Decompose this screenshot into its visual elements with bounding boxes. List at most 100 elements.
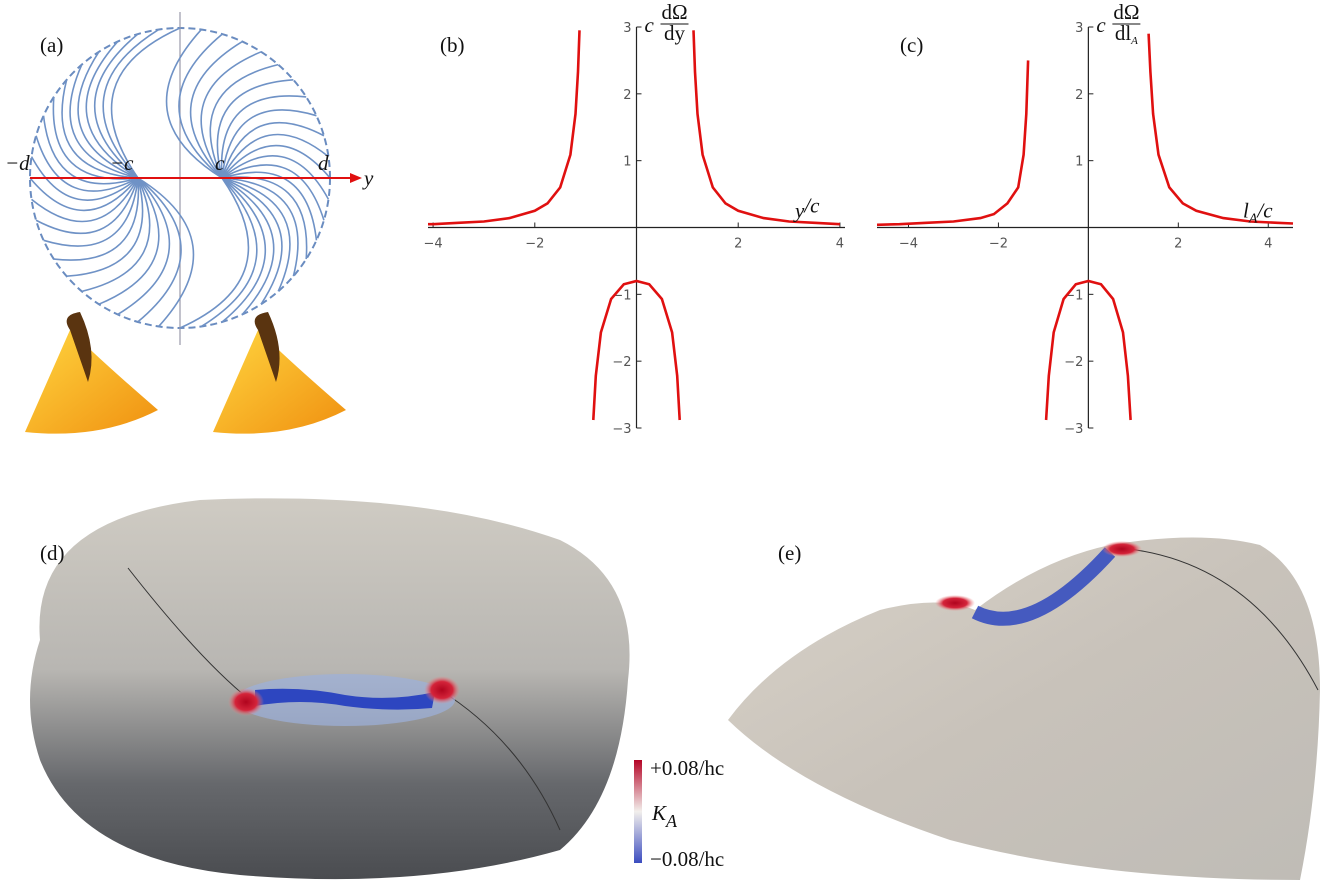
y-tick-label: −3 <box>1064 422 1083 437</box>
field-line <box>221 133 329 179</box>
label: −d <box>5 151 30 175</box>
surface-d <box>30 498 630 880</box>
curve <box>876 33 1294 421</box>
text: y <box>793 199 805 223</box>
surface-e <box>728 537 1320 880</box>
x-tick-label: −4 <box>899 237 918 252</box>
field-line <box>178 33 223 179</box>
field-line <box>61 79 139 179</box>
field-line <box>221 164 325 221</box>
text: dl <box>1115 21 1132 45</box>
colorbar-label: −0.08/hc <box>650 847 724 871</box>
y-tick-label: −3 <box>612 422 631 437</box>
field-line <box>220 95 307 179</box>
field-line <box>42 115 139 185</box>
panel-label: (d) <box>40 541 65 565</box>
field-line <box>117 177 171 316</box>
field-line <box>209 63 279 179</box>
y-axis-label: dlA <box>1115 21 1138 47</box>
diagram-a <box>29 12 331 345</box>
x-tick-label: 4 <box>836 237 844 252</box>
field-line <box>137 177 182 323</box>
text: /c <box>1256 199 1273 223</box>
field-line <box>221 155 330 200</box>
text: K <box>651 801 667 825</box>
panel-label: (c) <box>900 33 923 57</box>
colorbar-title: KA <box>651 801 678 831</box>
x-axis-label: y/c <box>793 194 820 223</box>
field-line <box>77 51 139 179</box>
field-line <box>216 78 294 179</box>
text: A <box>1130 35 1138 47</box>
y-tick-label: 2 <box>1075 88 1083 103</box>
y-axis-label: dΩ <box>661 0 687 24</box>
colorbar-label: +0.08/hc <box>650 756 724 780</box>
y-axis-label: dΩ <box>1113 0 1139 24</box>
curve <box>428 30 840 421</box>
field-line <box>30 156 139 201</box>
field-line <box>189 40 243 179</box>
field-line <box>221 177 275 315</box>
field-line <box>137 177 195 328</box>
field-line <box>31 177 139 223</box>
y-tick-label: −2 <box>612 355 631 370</box>
field-line <box>94 33 139 179</box>
cone <box>25 312 158 434</box>
arrow-head <box>350 173 362 183</box>
field-line <box>221 177 283 305</box>
field-line <box>221 177 291 292</box>
y-axis-label: dy <box>664 21 686 45</box>
y-tick-label: 1 <box>623 155 631 170</box>
field-line <box>221 121 325 179</box>
x-tick-label: 4 <box>1264 237 1272 252</box>
panel-label: (a) <box>40 33 63 57</box>
field-line <box>110 27 181 179</box>
label: c <box>215 151 225 175</box>
text: A <box>665 811 678 831</box>
y-tick-label: 3 <box>623 21 631 36</box>
x-tick-label: −4 <box>423 237 442 252</box>
field-line <box>98 177 160 305</box>
axis-label: y <box>362 166 374 190</box>
panel-label: (b) <box>440 33 465 57</box>
field-line <box>53 177 140 261</box>
y-tick-label: 1 <box>1075 155 1083 170</box>
x-tick-label: −2 <box>525 237 544 252</box>
field-line <box>81 177 151 293</box>
colorbar <box>634 760 642 863</box>
field-line <box>102 28 160 179</box>
field-line <box>221 177 299 277</box>
text: dy <box>664 21 686 45</box>
x-tick-label: 2 <box>1174 237 1182 252</box>
y-axis-label: c <box>1096 13 1106 37</box>
field-line <box>35 135 139 192</box>
field-line <box>221 177 266 323</box>
field-line <box>179 177 250 329</box>
field-line <box>35 177 139 235</box>
field-line <box>69 64 139 179</box>
field-line <box>200 177 258 328</box>
label: −c <box>110 151 134 175</box>
panel-label: (e) <box>778 541 801 565</box>
field-line <box>29 177 139 212</box>
y-tick-label: −2 <box>1064 355 1083 370</box>
field-line <box>165 28 223 179</box>
label: d <box>318 151 329 175</box>
field-line <box>85 41 139 179</box>
field-line <box>221 171 318 241</box>
text: A <box>1248 212 1258 227</box>
y-axis-label: c <box>645 13 655 37</box>
field-line <box>66 177 144 278</box>
x-tick-label: −2 <box>989 237 1008 252</box>
text: /c <box>803 194 820 218</box>
x-tick-label: 2 <box>734 237 742 252</box>
cone <box>213 312 346 434</box>
field-line <box>221 109 317 179</box>
field-line <box>43 177 139 247</box>
field-line <box>221 144 331 179</box>
text: l <box>1243 199 1249 223</box>
field-line <box>200 51 262 179</box>
x-axis-label: lA/c <box>1243 199 1273 227</box>
